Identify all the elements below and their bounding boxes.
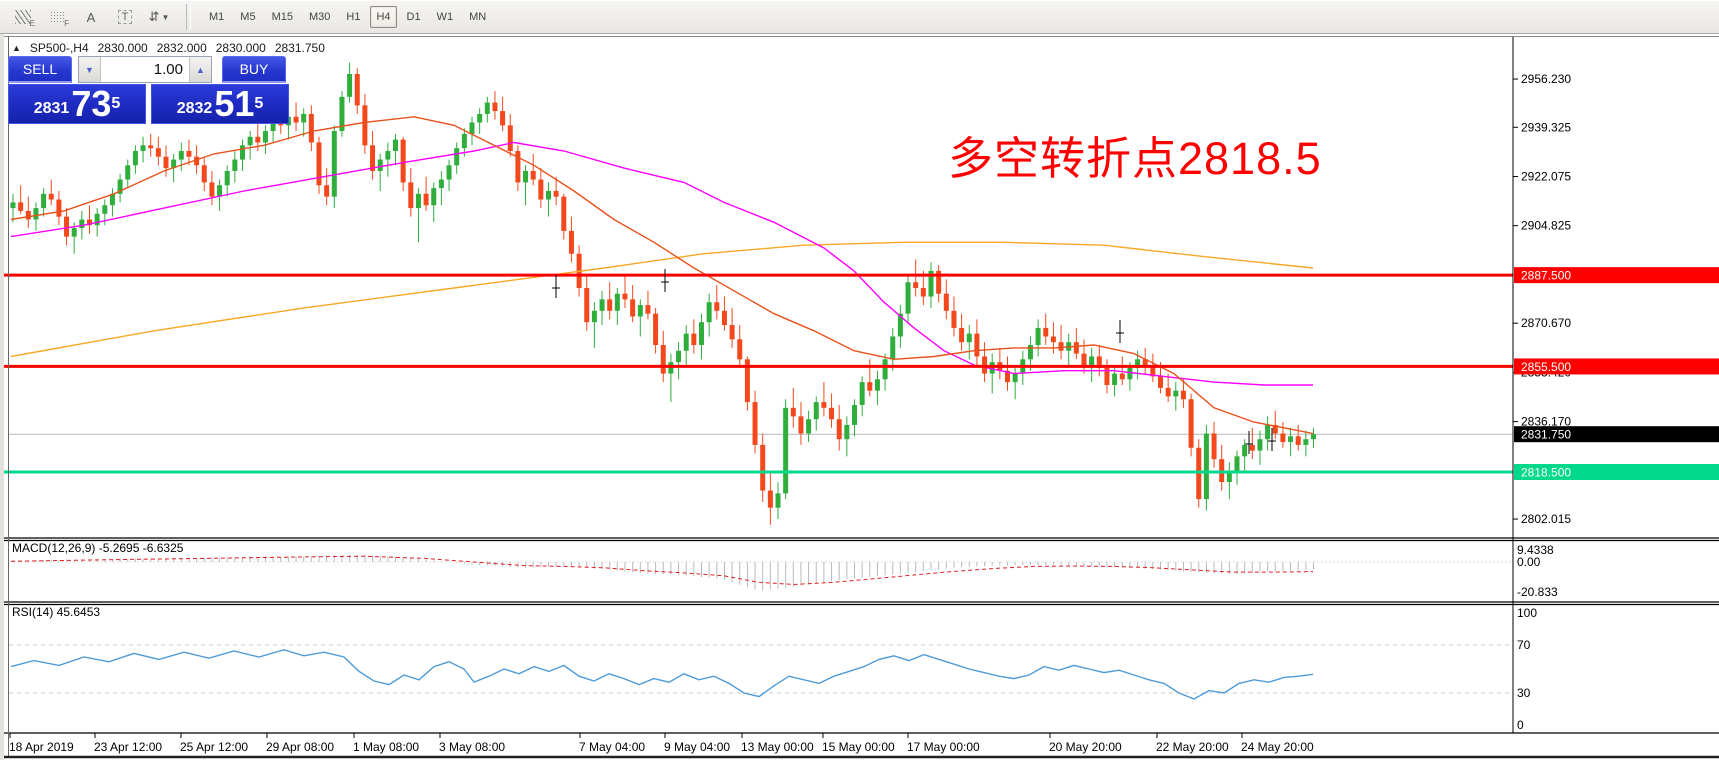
main-toolbar: E F A T ⇵ ▼ M1 M5 M15 M30 H1 H4 D1 W1 MN bbox=[0, 0, 1719, 34]
svg-text:2922.075: 2922.075 bbox=[1521, 169, 1571, 183]
svg-text:2956.230: 2956.230 bbox=[1521, 72, 1571, 86]
svg-text:24 May 20:00: 24 May 20:00 bbox=[1241, 740, 1314, 754]
volume-increase-icon[interactable]: ▲ bbox=[189, 57, 211, 82]
svg-text:29 Apr 08:00: 29 Apr 08:00 bbox=[266, 740, 334, 754]
svg-text:70: 70 bbox=[1517, 638, 1531, 652]
moving-averages-layer bbox=[10, 116, 1314, 435]
timeframe-button-m30[interactable]: M30 bbox=[308, 11, 331, 23]
svg-text:18 Apr 2019: 18 Apr 2019 bbox=[9, 740, 74, 754]
svg-text:23 Apr 12:00: 23 Apr 12:00 bbox=[94, 740, 162, 754]
text-label-icon[interactable]: A bbox=[86, 9, 96, 25]
svg-text:9.4338: 9.4338 bbox=[1517, 543, 1554, 557]
ohlc-open: 2830.000 bbox=[97, 41, 148, 55]
svg-text:15 May 00:00: 15 May 00:00 bbox=[822, 740, 895, 754]
ohlc-low: 2830.000 bbox=[215, 41, 266, 55]
svg-text:2802.015: 2802.015 bbox=[1521, 512, 1571, 526]
svg-text:20 May 20:00: 20 May 20:00 bbox=[1049, 740, 1122, 754]
chart-shift-icon[interactable]: E bbox=[8, 5, 38, 29]
ohlc-high: 2832.000 bbox=[156, 41, 207, 55]
timeframe-button-h4[interactable]: H4 bbox=[370, 6, 397, 28]
one-click-trade-panel: SELL ▼ ▲ BUY 2831 73 5 2832 51 5 bbox=[8, 56, 290, 124]
chart-text-annotation: 多空转折点2818.5 bbox=[948, 133, 1322, 184]
drawing-tools-group: E F A T ⇵ ▼ bbox=[0, 1, 182, 33]
symbol-name: SP500-,H4 bbox=[29, 41, 89, 55]
svg-text:2939.325: 2939.325 bbox=[1521, 120, 1571, 134]
buy-price-small: 2832 bbox=[176, 100, 213, 117]
svg-text:22 May 20:00: 22 May 20:00 bbox=[1156, 740, 1229, 754]
timeframe-button-m1[interactable]: M1 bbox=[209, 11, 225, 23]
timeframe-button-d1[interactable]: D1 bbox=[406, 11, 421, 23]
chart-markers[interactable] bbox=[552, 269, 1276, 454]
timeframe-button-w1[interactable]: W1 bbox=[436, 11, 454, 23]
rsi-label: RSI(14) 45.6453 bbox=[12, 605, 100, 619]
timeframe-button-mn[interactable]: MN bbox=[469, 11, 487, 23]
candles-layer bbox=[10, 62, 1316, 525]
svg-text:2870.670: 2870.670 bbox=[1521, 316, 1571, 330]
volume-input[interactable] bbox=[101, 57, 189, 82]
svg-text:2855.500: 2855.500 bbox=[1521, 360, 1571, 374]
svg-text:2818.500: 2818.500 bbox=[1521, 466, 1571, 480]
text-box-icon[interactable]: T bbox=[110, 5, 140, 29]
ohlc-close: 2831.750 bbox=[274, 41, 325, 55]
rsi-pane: RSI(14) 45.6453 100 70 30 0 bbox=[9, 605, 1537, 732]
timeframe-button-m5[interactable]: M5 bbox=[240, 11, 256, 23]
svg-text:-20.833: -20.833 bbox=[1517, 585, 1558, 599]
svg-text:1 May 08:00: 1 May 08:00 bbox=[353, 740, 419, 754]
timeframe-buttons-group: M1 M5 M15 M30 H1 H4 D1 W1 MN bbox=[195, 1, 500, 33]
price-axis[interactable]: 2956.230 2939.325 2922.075 2904.825 2870.670… bbox=[1513, 72, 1719, 526]
arrows-objects-icon[interactable]: ⇵ ▼ bbox=[148, 9, 170, 24]
price-chart-canvas[interactable]: 2956.230 2939.325 2922.075 2904.825 2870.670… bbox=[4, 0, 1719, 760]
svg-text:13 May 00:00: 13 May 00:00 bbox=[741, 740, 814, 754]
volume-stepper: ▼ ▲ bbox=[78, 56, 212, 83]
timeframe-button-h1[interactable]: H1 bbox=[346, 11, 361, 23]
horizontal-lines-layer[interactable] bbox=[4, 273, 1513, 474]
svg-text:2836.170: 2836.170 bbox=[1521, 415, 1571, 429]
svg-text:9 May 04:00: 9 May 04:00 bbox=[664, 740, 730, 754]
volume-decrease-icon[interactable]: ▼ bbox=[79, 57, 101, 82]
macd-label: MACD(12,26,9) -5.2695 -6.6325 bbox=[12, 541, 184, 555]
pane-separators bbox=[4, 36, 1719, 759]
chart-window: 2956.230 2939.325 2922.075 2904.825 2870.670… bbox=[0, 34, 1719, 760]
svg-text:25 Apr 12:00: 25 Apr 12:00 bbox=[180, 740, 248, 754]
buy-price-sup: 5 bbox=[254, 94, 264, 112]
svg-text:2831.750: 2831.750 bbox=[1521, 428, 1571, 442]
toolbar-separator bbox=[186, 4, 191, 30]
svg-text:7 May 04:00: 7 May 04:00 bbox=[579, 740, 645, 754]
sell-price-big: 73 bbox=[71, 82, 112, 124]
sell-price-small: 2831 bbox=[33, 100, 70, 117]
sell-button[interactable]: SELL bbox=[8, 56, 72, 83]
time-axis[interactable]: 18 Apr 2019 23 Apr 12:00 25 Apr 12:00 29 Ap… bbox=[9, 733, 1314, 754]
grid-icon[interactable]: F bbox=[42, 5, 72, 29]
svg-text:17 May 00:00: 17 May 00:00 bbox=[907, 740, 980, 754]
timeframe-button-m15[interactable]: M15 bbox=[271, 11, 293, 23]
svg-text:3 May 08:00: 3 May 08:00 bbox=[439, 740, 505, 754]
sell-price-sup: 5 bbox=[111, 94, 121, 112]
svg-text:0: 0 bbox=[1517, 718, 1524, 732]
svg-text:100: 100 bbox=[1517, 606, 1537, 620]
buy-button[interactable]: BUY bbox=[222, 56, 286, 83]
svg-text:2887.500: 2887.500 bbox=[1521, 269, 1571, 283]
collapse-icon[interactable]: ▲ bbox=[12, 43, 21, 53]
svg-text:0.00: 0.00 bbox=[1517, 555, 1541, 569]
buy-price-big: 51 bbox=[214, 82, 255, 124]
svg-text:2904.825: 2904.825 bbox=[1521, 219, 1571, 233]
symbol-header: ▲ SP500-,H4 2830.000 2832.000 2830.000 2… bbox=[12, 41, 325, 55]
buy-price-quote[interactable]: 2832 51 5 bbox=[151, 84, 289, 124]
svg-text:30: 30 bbox=[1517, 686, 1531, 700]
sell-price-quote[interactable]: 2831 73 5 bbox=[8, 84, 146, 124]
